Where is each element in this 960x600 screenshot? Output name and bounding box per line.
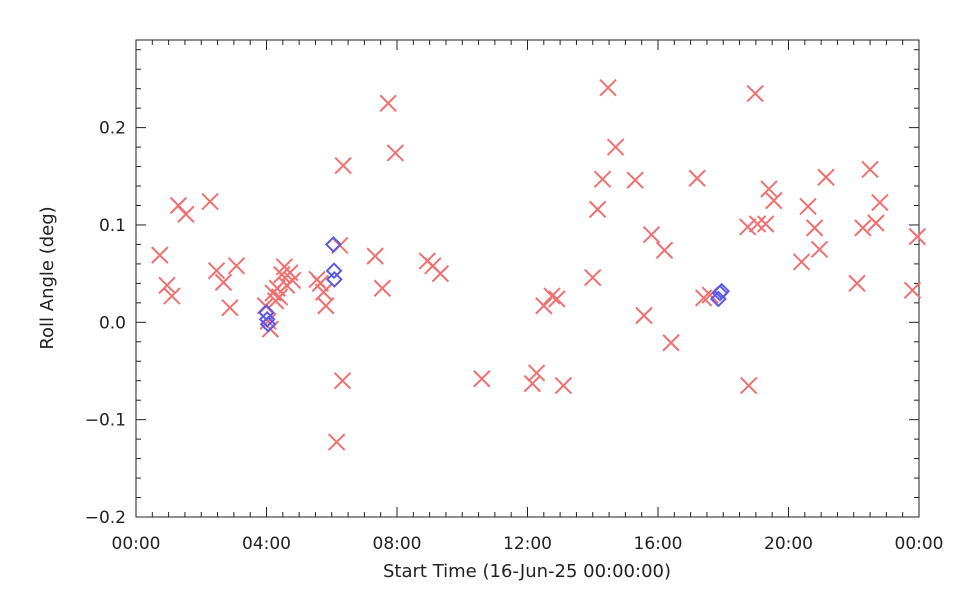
x-cross-marker — [756, 215, 775, 233]
y-tick-label: 0.1 — [99, 216, 126, 236]
x-cross-marker — [366, 247, 384, 265]
x-cross-marker — [746, 84, 764, 103]
x-cross-marker — [626, 171, 644, 189]
x-tick-label: 16:00 — [634, 534, 683, 554]
x-cross-marker — [748, 215, 767, 233]
x-cross-marker — [903, 281, 922, 299]
x-cross-marker — [543, 287, 561, 305]
x-cross-marker — [861, 160, 879, 179]
x-tick-label: 08:00 — [373, 534, 422, 554]
x-cross-marker — [554, 376, 573, 395]
x-cross-marker — [227, 257, 246, 275]
x-cross-marker — [739, 376, 758, 395]
x-cross-marker — [527, 364, 546, 382]
x-cross-marker — [599, 78, 617, 97]
x-cross-marker — [535, 297, 553, 315]
diamond-marker — [324, 236, 342, 253]
x-cross-marker — [688, 169, 706, 187]
diamond-marker — [325, 262, 343, 280]
x-cross-marker — [760, 180, 778, 198]
x-cross-marker — [177, 205, 195, 223]
x-cross-marker — [588, 200, 607, 219]
y-tick-label: 0.2 — [99, 119, 126, 139]
x-cross-marker — [848, 274, 866, 293]
x-cross-marker — [386, 144, 405, 162]
x-cross-marker — [214, 273, 233, 292]
x-tick-label: 20:00 — [764, 534, 813, 554]
x-cross-marker — [908, 227, 927, 246]
x-cross-marker — [373, 279, 392, 297]
diamond-marker — [713, 282, 731, 300]
diamond-marker — [258, 310, 276, 328]
x-cross-marker — [207, 262, 226, 280]
x-cross-marker — [270, 288, 289, 306]
x-cross-marker — [635, 306, 653, 325]
y-tick-label: −0.1 — [85, 411, 126, 431]
plot-area-frame — [135, 39, 920, 518]
x-cross-marker — [317, 297, 335, 315]
x-tick-labels: 00:00 04:00 08:00 12:00 16:00 20:00 00:00 — [112, 534, 944, 554]
x-cross-marker — [765, 191, 783, 210]
y-tick-label: 0.0 — [99, 313, 126, 333]
x-cross-marker — [334, 156, 352, 175]
x-cross-marker — [158, 276, 176, 295]
x-cross-marker — [792, 253, 811, 271]
x-tick-label: 00:00 — [895, 534, 944, 554]
x-cross-marker — [431, 264, 450, 283]
x-cross-marker — [799, 197, 817, 216]
x-cross-marker — [283, 271, 302, 290]
x-cross-marker — [867, 214, 885, 232]
x-cross-marker — [854, 219, 872, 237]
x-cross-marker — [221, 298, 239, 317]
x-cross-marker — [379, 94, 397, 112]
x-cross-marker — [548, 290, 566, 308]
x-cross-marker — [333, 372, 352, 390]
x-cross-marker — [163, 287, 181, 305]
x-cross-marker — [523, 374, 542, 393]
x-cross-marker — [805, 219, 824, 237]
x-tick-label: 04:00 — [242, 534, 291, 554]
x-cross-marker — [327, 433, 346, 451]
y-axis-title: Roll Angle (deg) — [37, 206, 58, 349]
data-markers — [151, 78, 927, 451]
y-tick-labels: −0.2 −0.1 0.0 0.1 0.2 — [85, 119, 126, 528]
y-tick-label: −0.2 — [85, 508, 126, 528]
x-tick-label: 12:00 — [503, 534, 552, 554]
x-cross-marker — [606, 138, 625, 156]
x-cross-marker — [694, 289, 713, 307]
x-cross-marker — [810, 240, 829, 259]
x-cross-marker — [817, 168, 835, 186]
x-cross-marker — [739, 218, 757, 236]
x-cross-marker — [584, 268, 602, 287]
diamond-marker — [259, 315, 277, 333]
axis-ticks — [135, 40, 920, 518]
x-cross-marker — [201, 192, 219, 211]
x-cross-marker — [593, 170, 612, 188]
diamond-marker — [325, 271, 343, 288]
x-cross-marker — [871, 193, 889, 212]
x-cross-marker — [151, 246, 169, 264]
x-cross-marker — [655, 241, 674, 259]
x-axis-title: Start Time (16-Jun-25 00:00:00) — [383, 561, 671, 582]
x-cross-marker — [473, 370, 491, 388]
x-tick-label: 00:00 — [112, 534, 161, 554]
x-cross-marker — [662, 334, 680, 352]
x-cross-marker — [642, 225, 661, 244]
